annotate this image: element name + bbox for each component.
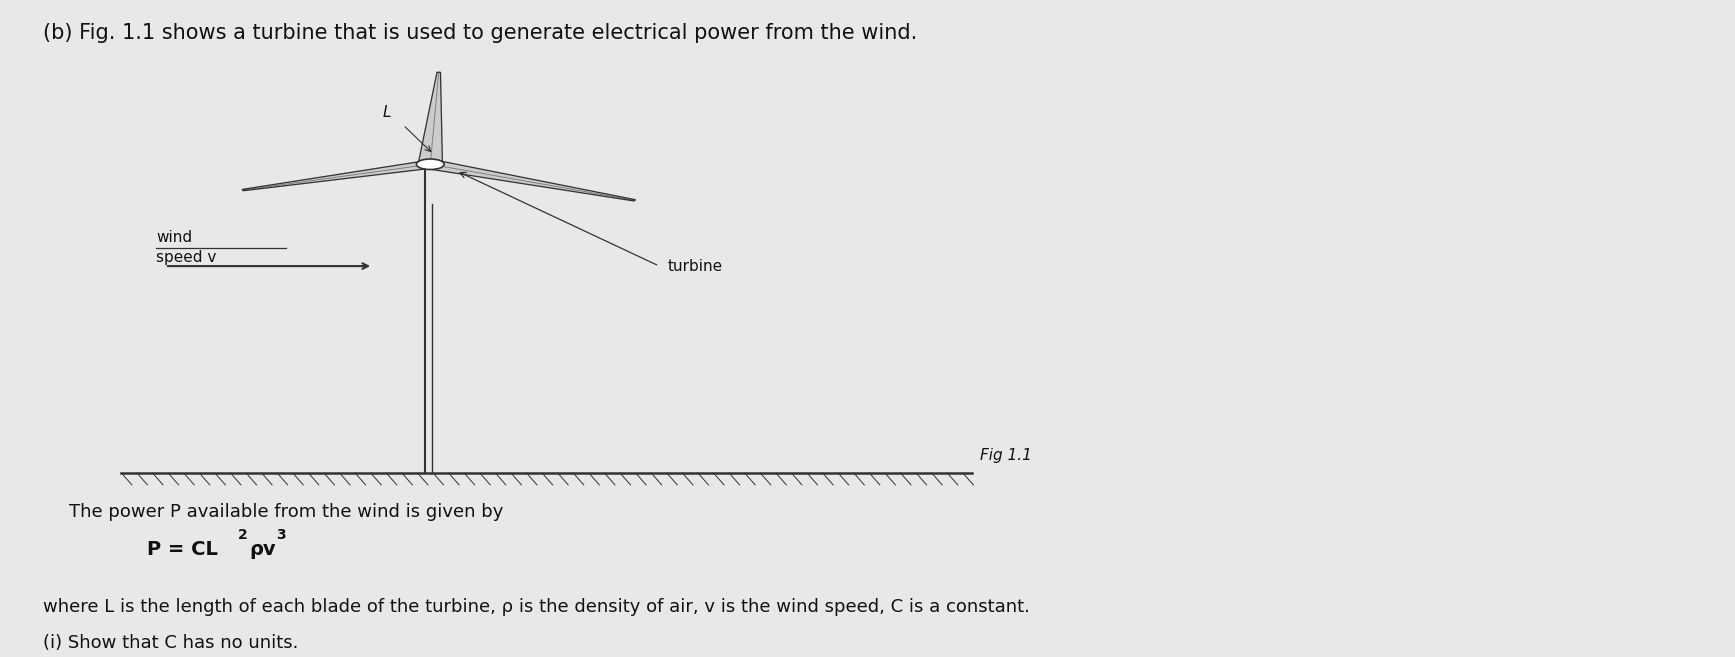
Text: (i) Show that C has no units.: (i) Show that C has no units. xyxy=(43,634,298,652)
Text: 3: 3 xyxy=(276,528,286,542)
Polygon shape xyxy=(418,72,442,164)
Text: The power P available from the wind is given by: The power P available from the wind is g… xyxy=(69,503,503,520)
Text: L: L xyxy=(382,105,390,120)
Polygon shape xyxy=(243,160,434,191)
Text: speed v: speed v xyxy=(156,250,217,265)
Text: ρv: ρv xyxy=(250,540,276,559)
Text: where L is the length of each blade of the turbine, ρ is the density of air, v i: where L is the length of each blade of t… xyxy=(43,598,1031,616)
Text: Fig 1.1: Fig 1.1 xyxy=(980,448,1032,463)
Text: wind: wind xyxy=(156,230,193,245)
Polygon shape xyxy=(425,160,635,201)
Circle shape xyxy=(416,159,444,170)
Text: 2: 2 xyxy=(238,528,248,542)
Text: (b) Fig. 1.1 shows a turbine that is used to generate electrical power from the : (b) Fig. 1.1 shows a turbine that is use… xyxy=(43,23,918,43)
Text: turbine: turbine xyxy=(668,259,723,273)
Text: P = CL: P = CL xyxy=(147,540,219,559)
